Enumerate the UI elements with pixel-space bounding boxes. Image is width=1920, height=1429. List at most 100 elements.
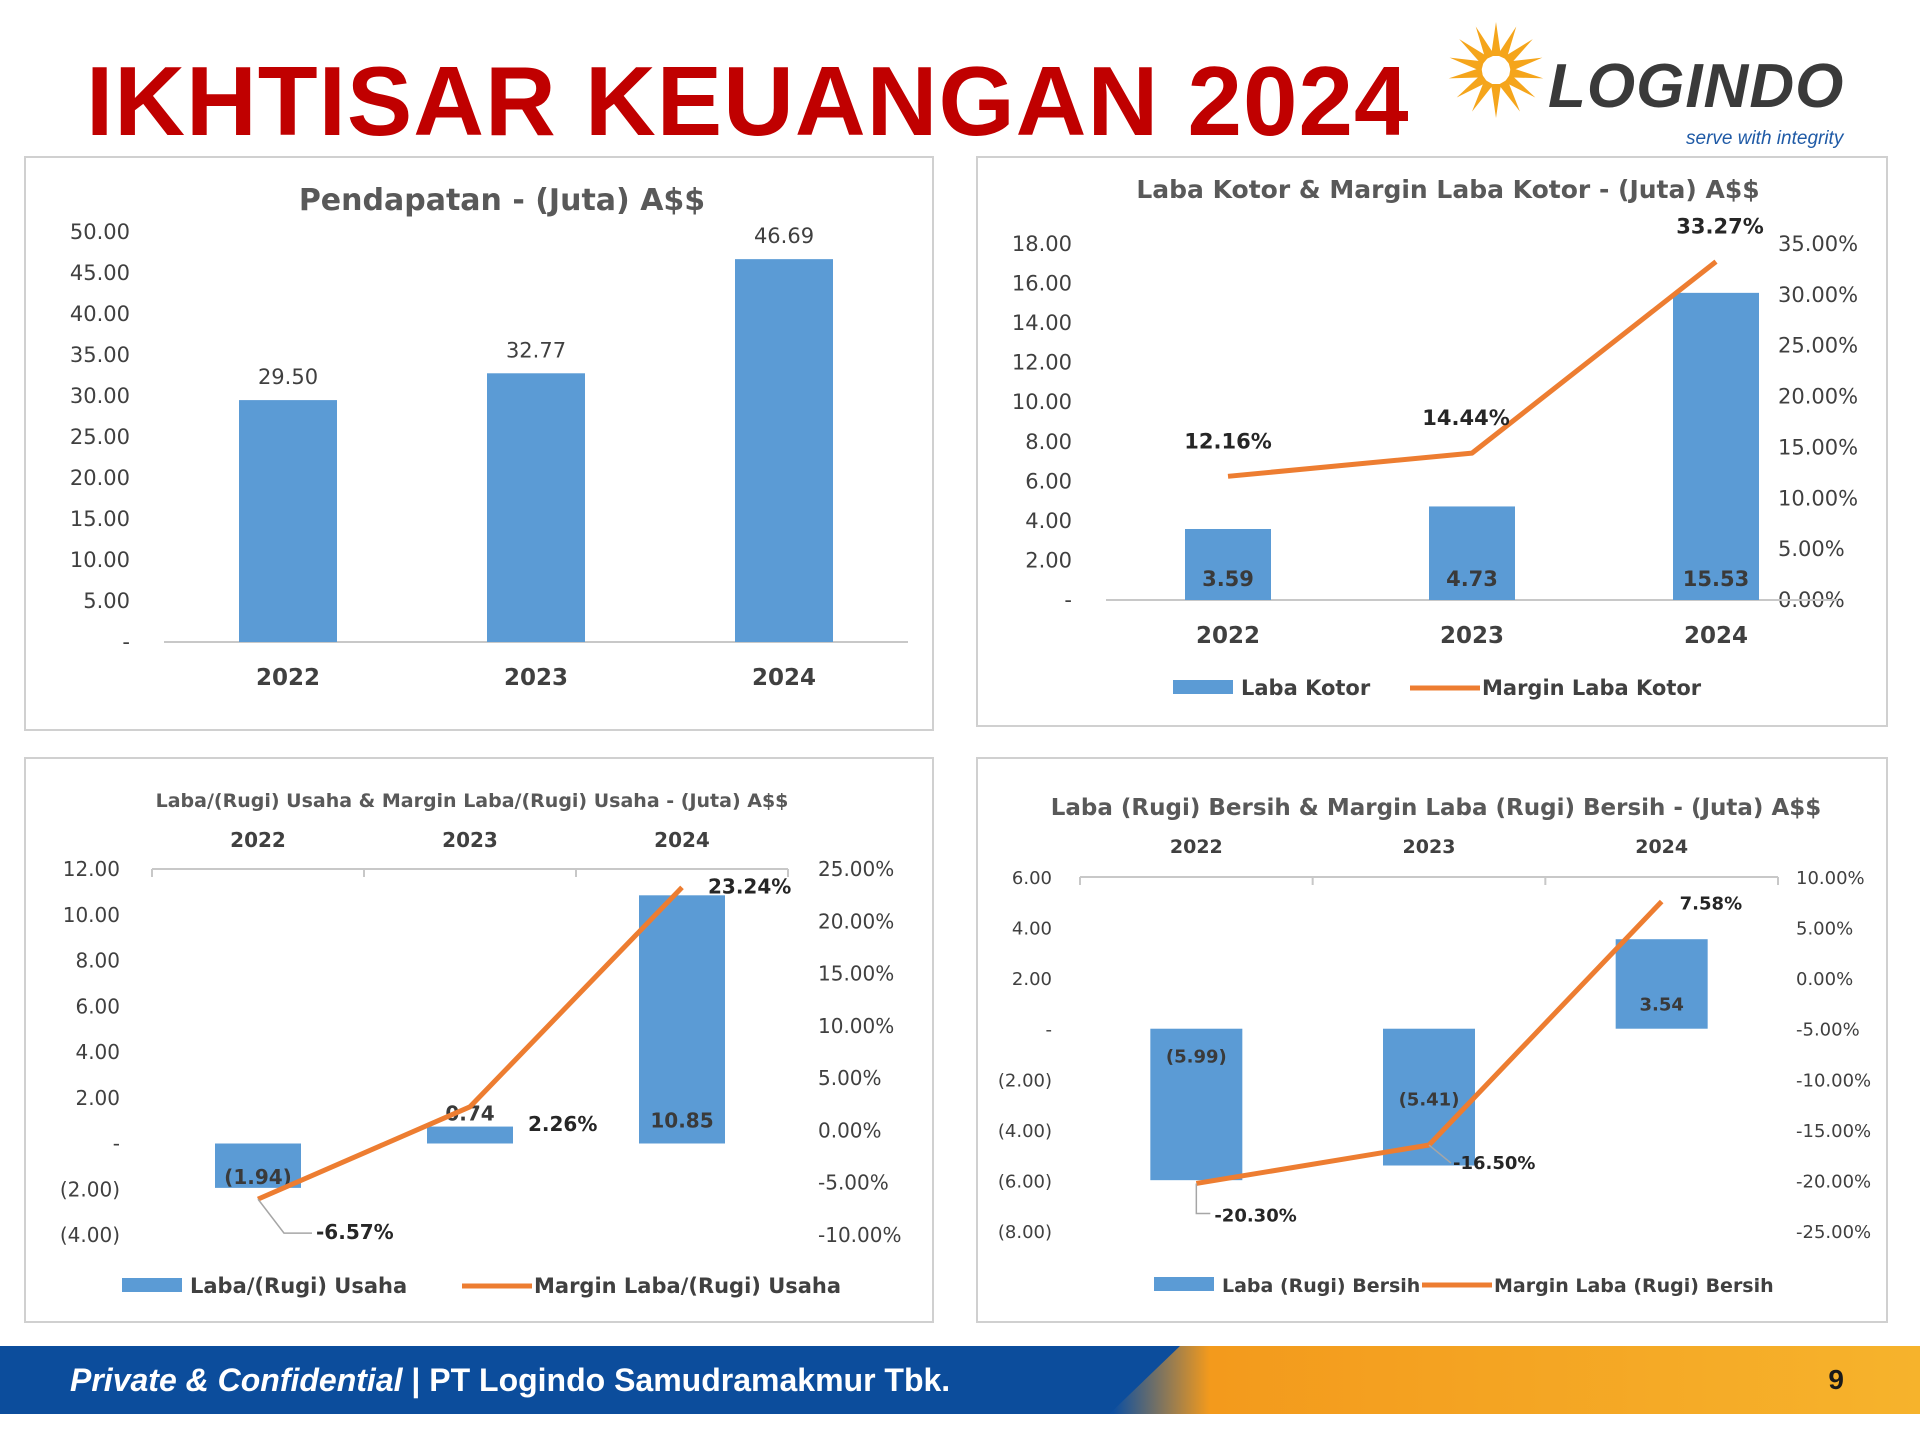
y-tick-label: - bbox=[1046, 1020, 1053, 1041]
company-logo: LOGINDO serve with integrity bbox=[1438, 18, 1858, 158]
y2-tick-label: 0.00% bbox=[818, 1118, 882, 1142]
y2-tick-label: -5.00% bbox=[1796, 1020, 1860, 1041]
line-data-label: 23.24% bbox=[708, 874, 791, 898]
y-tick-label: 4.00 bbox=[75, 1040, 120, 1064]
y2-tick-label: 25.00% bbox=[818, 857, 894, 881]
logo-wordmark: LOGINDO bbox=[1548, 52, 1845, 121]
y2-tick-label: 30.00% bbox=[1778, 283, 1858, 307]
y2-tick-label: -20.00% bbox=[1796, 1171, 1871, 1192]
bar-data-label: 32.77 bbox=[506, 338, 566, 362]
chart-panel-laba-kotor: Laba Kotor & Margin Laba Kotor - (Juta) … bbox=[976, 156, 1888, 727]
x-tick-label: 2024 bbox=[1684, 623, 1748, 649]
label-leader-line bbox=[1428, 1144, 1452, 1164]
x-tick-label: 2023 bbox=[442, 828, 498, 852]
legend-label: Laba Kotor bbox=[1241, 676, 1371, 700]
legend-swatch-bar bbox=[1154, 1277, 1214, 1291]
bar bbox=[239, 400, 337, 642]
y-tick-label: 6.00 bbox=[1025, 469, 1072, 493]
x-tick-label: 2022 bbox=[256, 665, 320, 691]
bar bbox=[427, 1126, 513, 1144]
bar-data-label: 4.73 bbox=[1446, 567, 1498, 591]
y-tick-label: (2.00) bbox=[60, 1177, 120, 1201]
bar bbox=[1150, 1028, 1243, 1181]
y-tick-label: (4.00) bbox=[998, 1121, 1052, 1142]
y-tick-label: 15.00 bbox=[70, 507, 130, 531]
y2-tick-label: 20.00% bbox=[1778, 385, 1858, 409]
y2-tick-label: -5.00% bbox=[818, 1171, 889, 1195]
bar bbox=[639, 895, 725, 1144]
y-tick-label: 30.00 bbox=[70, 384, 130, 408]
legend-label: Margin Laba/(Rugi) Usaha bbox=[534, 1274, 841, 1298]
y2-tick-label: 5.00% bbox=[818, 1066, 882, 1090]
legend-label: Laba/(Rugi) Usaha bbox=[190, 1274, 407, 1298]
chart-laba-bersih: Laba (Rugi) Bersih & Margin Laba (Rugi) … bbox=[998, 795, 1871, 1297]
bar bbox=[487, 373, 585, 642]
y2-tick-label: -15.00% bbox=[1796, 1121, 1871, 1142]
y-tick-label: 4.00 bbox=[1012, 919, 1052, 940]
line-data-label: -16.50% bbox=[1453, 1153, 1535, 1174]
y2-tick-label: -10.00% bbox=[1796, 1070, 1871, 1091]
y-tick-label: 5.00 bbox=[83, 589, 130, 613]
bar-data-label: (5.99) bbox=[1166, 1047, 1227, 1068]
line-data-label: 12.16% bbox=[1184, 429, 1271, 453]
bar-data-label: (1.94) bbox=[224, 1165, 292, 1189]
logo-tagline: serve with integrity bbox=[1686, 128, 1844, 149]
x-tick-label: 2022 bbox=[1196, 623, 1260, 649]
y-tick-label: (4.00) bbox=[60, 1223, 120, 1247]
y-tick-label: 35.00 bbox=[70, 343, 130, 367]
bar bbox=[735, 259, 833, 642]
line-data-label: -20.30% bbox=[1214, 1205, 1296, 1226]
chart-laba-kotor: Laba Kotor & Margin Laba Kotor - (Juta) … bbox=[1012, 175, 1858, 700]
legend-label: Margin Laba (Rugi) Bersih bbox=[1494, 1275, 1774, 1297]
bar-data-label: 46.69 bbox=[754, 224, 814, 248]
x-tick-label: 2022 bbox=[230, 828, 286, 852]
chart-pendapatan: Pendapatan - (Juta) A$$ - 5.00 10.00 15.00 20… bbox=[70, 183, 908, 691]
bar bbox=[1185, 528, 1271, 600]
y-tick-label: 6.00 bbox=[1012, 868, 1052, 889]
y-tick-label: (8.00) bbox=[998, 1222, 1052, 1243]
bar bbox=[1429, 506, 1515, 600]
bar-data-label: 3.54 bbox=[1639, 995, 1683, 1016]
legend-swatch-bar bbox=[122, 1278, 182, 1292]
y2-tick-label: 10.00% bbox=[1796, 868, 1865, 889]
bar-data-label: 29.50 bbox=[258, 365, 318, 389]
footer-text: Private & Confidential | PT Logindo Samu… bbox=[70, 1362, 950, 1399]
label-leader-line bbox=[1195, 1183, 1211, 1215]
x-tick-label: 2024 bbox=[1635, 836, 1688, 858]
y-tick-label: 40.00 bbox=[70, 302, 130, 326]
y-tick-label: 25.00 bbox=[70, 425, 130, 449]
y-tick-label: 2.00 bbox=[75, 1086, 120, 1110]
chart-panel-laba-usaha: Laba/(Rugi) Usaha & Margin Laba/(Rugi) U… bbox=[24, 757, 934, 1323]
y2-tick-label: 15.00% bbox=[818, 962, 894, 986]
y2-tick-label: 35.00% bbox=[1778, 232, 1858, 256]
page-title: IKHTISAR KEUANGAN 2024 bbox=[86, 46, 1410, 156]
y-tick-label: 12.00 bbox=[1012, 351, 1072, 375]
y-tick-label: 2.00 bbox=[1012, 969, 1052, 990]
y-tick-label: 8.00 bbox=[1025, 430, 1072, 454]
y-tick-label: 6.00 bbox=[75, 994, 120, 1018]
chart-title: Pendapatan - (Juta) A$$ bbox=[299, 183, 705, 218]
y-tick-label: - bbox=[1064, 588, 1072, 612]
chart-laba-usaha: Laba/(Rugi) Usaha & Margin Laba/(Rugi) U… bbox=[60, 790, 902, 1298]
chart-panel-pendapatan: Pendapatan - (Juta) A$$ - 5.00 10.00 15.00 20… bbox=[24, 156, 934, 731]
y-tick-label: - bbox=[122, 630, 130, 654]
legend-label: Laba (Rugi) Bersih bbox=[1222, 1275, 1420, 1297]
bar bbox=[1615, 939, 1708, 1029]
footer-bar: Private & Confidential | PT Logindo Samu… bbox=[0, 1346, 1920, 1414]
y-tick-label: 50.00 bbox=[70, 220, 130, 244]
legend-label: Margin Laba Kotor bbox=[1482, 676, 1702, 700]
bar-data-label: 3.59 bbox=[1202, 567, 1254, 591]
footer-confidential: Private & Confidential bbox=[70, 1362, 403, 1398]
y-tick-label: (2.00) bbox=[998, 1070, 1052, 1091]
y-tick-label: 10.00 bbox=[1012, 390, 1072, 414]
line-data-label: 7.58% bbox=[1680, 893, 1742, 914]
y-tick-label: 20.00 bbox=[70, 466, 130, 490]
bar-data-label: 10.85 bbox=[650, 1109, 713, 1133]
bar bbox=[1673, 292, 1759, 600]
x-tick-label: 2024 bbox=[752, 665, 816, 691]
x-tick-label: 2023 bbox=[1403, 836, 1456, 858]
y2-tick-label: -25.00% bbox=[1796, 1222, 1871, 1243]
footer-blue-band bbox=[0, 1346, 1180, 1414]
y-tick-label: 18.00 bbox=[1012, 232, 1072, 256]
bar-data-label: (5.41) bbox=[1399, 1090, 1460, 1111]
